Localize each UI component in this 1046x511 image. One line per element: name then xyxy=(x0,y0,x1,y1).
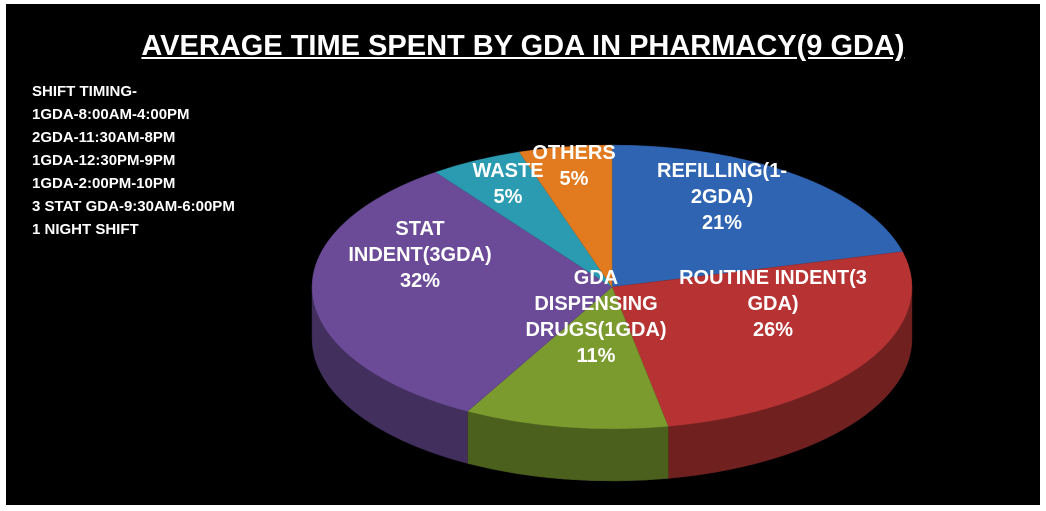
annotation-line: 3 STAT GDA-9:30AM-6:00PM xyxy=(32,198,235,215)
value-label: 21% xyxy=(701,212,743,234)
category-label: GDA DISPENSING DRUGS(1GDA) xyxy=(525,267,667,341)
value-label: 32% xyxy=(399,270,441,292)
chart-title: AVERAGE TIME SPENT BY GDA IN PHARMACY(9 … xyxy=(141,30,905,62)
annotation-line: 2GDA-11:30AM-8PM xyxy=(32,129,176,146)
annotation-line: 1GDA-8:00AM-4:00PM xyxy=(32,106,190,123)
data-label: REFILLING(1-2GDA) 21% xyxy=(637,158,807,236)
value-label: 11% xyxy=(576,345,616,367)
data-label: STAT INDENT(3GDA) 32% xyxy=(340,216,500,294)
annotation: SHIFT TIMING- 1GDA-8:00AM-4:00PM 2GDA-11:3… xyxy=(32,80,235,241)
annotation-line: 1GDA-2:00PM-10PM xyxy=(32,175,176,192)
data-label: ROUTINE INDENT(3 GDA) 26% xyxy=(678,265,868,343)
slice xyxy=(611,144,903,288)
data-label: GDA DISPENSING DRUGS(1GDA) 11% xyxy=(516,265,676,369)
slice xyxy=(311,171,613,412)
data-label: OTHERS 5% xyxy=(524,140,624,192)
annotation-line: 1GDA-12:30PM-9PM xyxy=(32,152,176,169)
category-label: ROUTINE INDENT(3 GDA) xyxy=(679,267,867,315)
value-label: 5% xyxy=(493,186,523,208)
category-label: OTHERS xyxy=(532,142,616,164)
category-label: WASTE xyxy=(472,160,544,182)
annotation-line: 1 NIGHT SHIFT xyxy=(32,221,139,238)
value-label: 26% xyxy=(752,319,794,341)
slice xyxy=(611,251,913,427)
annotation-line: SHIFT TIMING- xyxy=(32,83,137,100)
category-label: STAT INDENT(3GDA) xyxy=(348,218,492,266)
data-label: WASTE 5% xyxy=(463,158,553,210)
slice xyxy=(466,286,669,430)
value-label: 5% xyxy=(559,168,589,190)
category-label: REFILLING(1-2GDA) xyxy=(657,160,787,208)
slice xyxy=(518,144,613,288)
